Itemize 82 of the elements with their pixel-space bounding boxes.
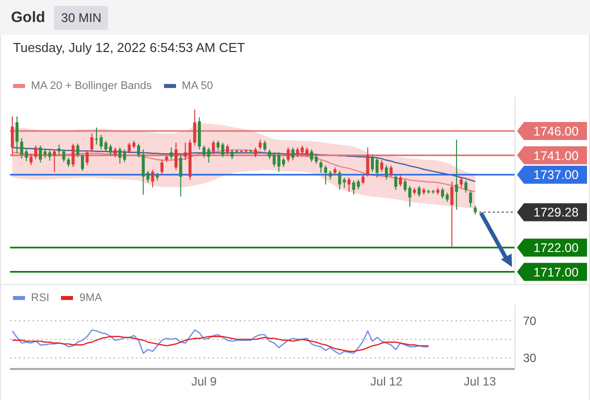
candlestick	[170, 147, 173, 160]
chart-title: Gold	[11, 9, 46, 26]
candlestick	[319, 160, 322, 174]
x-tick-label: Jul 12	[370, 374, 403, 389]
y-tick-label: 70	[523, 314, 537, 328]
chart-subtitle: Tuesday, July 12, 2022 6:54:53 AM CET	[13, 40, 245, 55]
legend-label: MA 20 + Bollinger Bands	[31, 80, 152, 92]
y-tick-label: 1741.00	[533, 148, 579, 163]
candlestick	[230, 148, 234, 160]
candlestick	[338, 170, 342, 190]
candlestick	[151, 169, 154, 188]
x-tick-label: Jul 9	[191, 374, 218, 389]
candlestick	[418, 185, 421, 198]
candlestick	[441, 187, 444, 200]
candlestick	[356, 179, 360, 190]
candlestick	[352, 180, 356, 196]
candlestick	[455, 139, 458, 210]
candlestick	[20, 138, 24, 160]
candlestick	[16, 116, 19, 154]
text: 30 MIN	[54, 6, 108, 30]
line-series	[12, 329, 430, 355]
legend-label: 9MA	[79, 292, 102, 304]
candlestick	[30, 153, 33, 166]
candlestick	[384, 164, 388, 180]
candlestick	[348, 177, 350, 192]
candlestick	[34, 145, 38, 160]
candlestick	[24, 148, 28, 162]
candlestick	[394, 174, 398, 190]
candlestick	[258, 139, 262, 150]
candlestick	[380, 160, 384, 172]
candlestick	[160, 160, 164, 176]
candlestick	[72, 143, 75, 168]
candlestick	[216, 140, 220, 151]
candlestick	[221, 142, 224, 158]
candlestick	[404, 179, 407, 192]
candlestick	[80, 154, 84, 172]
candlestick	[310, 148, 314, 163]
candlestick	[193, 109, 196, 146]
candlestick	[286, 147, 290, 163]
candlestick	[305, 147, 308, 158]
legend-label: RSI	[31, 292, 50, 304]
candlestick	[469, 190, 472, 208]
candlestick	[398, 174, 402, 187]
y-tick-label: 1722.00	[533, 241, 579, 256]
candlestick	[362, 174, 365, 185]
candlestick	[58, 144, 61, 156]
candlestick	[128, 142, 131, 154]
candlestick	[366, 147, 370, 178]
candlestick	[291, 147, 294, 161]
x-tick-label: Jul 13	[464, 374, 496, 389]
y-tick-label: 1729.28	[533, 206, 579, 220]
candlestick	[62, 148, 66, 163]
candlestick	[324, 164, 328, 185]
candlestick	[464, 180, 468, 194]
candlestick	[76, 143, 80, 158]
candlestick	[226, 144, 229, 156]
y-tick-label: 1737.00	[533, 168, 579, 182]
line-series	[12, 336, 430, 352]
candlestick	[90, 132, 94, 153]
candlestick	[342, 177, 346, 188]
legend-label: MA 50	[182, 80, 213, 92]
candlestick	[86, 150, 89, 166]
candlestick	[179, 154, 182, 198]
y-tick-label: 1746.00	[533, 124, 579, 138]
candlestick	[296, 147, 300, 158]
candlestick	[460, 176, 463, 188]
candlestick	[174, 142, 178, 170]
candlestick	[408, 185, 412, 208]
candlestick	[202, 145, 206, 158]
candlestick	[450, 181, 454, 248]
candlestick	[10, 116, 14, 156]
candlestick	[254, 147, 257, 158]
candlestick	[114, 147, 117, 158]
candlestick	[137, 143, 140, 158]
y-tick-label: 30	[523, 351, 537, 366]
candlestick	[314, 154, 318, 165]
candlestick	[263, 140, 266, 152]
y-tick-label: 1717.00	[533, 265, 579, 280]
candlestick	[52, 148, 56, 172]
candlestick	[212, 140, 215, 155]
candlestick	[390, 164, 393, 178]
candlestick	[66, 157, 70, 168]
